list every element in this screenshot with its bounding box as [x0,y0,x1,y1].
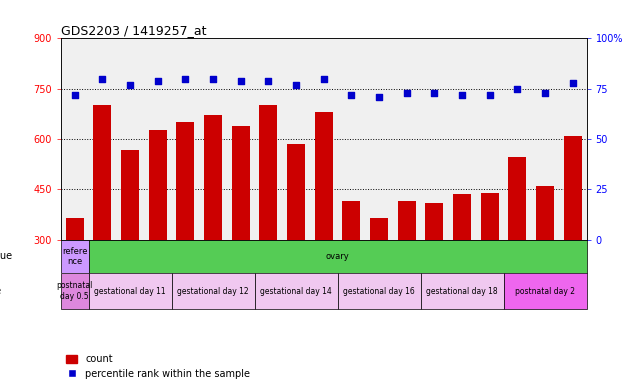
Bar [370,218,388,240]
Bar [315,111,333,240]
Bar [260,106,278,240]
Bar [204,115,222,240]
Bar [426,203,444,240]
Text: postnatal
day 0.5: postnatal day 0.5 [56,281,93,301]
Bar [338,273,420,309]
Bar [453,194,471,240]
Bar [61,240,88,273]
Point [346,92,356,98]
Bar [397,201,415,240]
Bar [504,273,587,309]
Text: GDS2203 / 1419257_at: GDS2203 / 1419257_at [61,24,206,37]
Point [429,89,440,96]
Point [457,92,467,98]
Text: refere
nce: refere nce [62,247,87,266]
Bar [88,273,172,309]
Bar [481,193,499,240]
Point [180,76,190,82]
Point [97,76,108,82]
Point [485,92,495,98]
Text: gestational day 12: gestational day 12 [177,286,249,296]
Bar [254,273,338,309]
Point [540,89,550,96]
Bar [172,273,254,309]
Bar [420,273,504,309]
Text: postnatal day 2: postnatal day 2 [515,286,575,296]
Text: gestational day 11: gestational day 11 [94,286,166,296]
Point [236,78,246,84]
Bar [94,106,112,240]
Point [208,76,218,82]
Bar [563,136,581,240]
Bar [287,144,305,240]
Text: gestational day 14: gestational day 14 [260,286,332,296]
Point [125,82,135,88]
Bar [232,126,250,240]
Bar [176,122,194,240]
Legend: count, percentile rank within the sample: count, percentile rank within the sample [66,354,250,379]
Point [319,76,329,82]
Point [567,79,578,86]
Point [291,82,301,88]
Bar [536,186,554,240]
Point [512,86,522,92]
Bar [149,130,167,240]
Text: gestational day 16: gestational day 16 [343,286,415,296]
Bar [342,201,360,240]
Point [374,94,384,100]
Text: age: age [0,286,1,296]
Text: tissue: tissue [0,252,13,262]
Point [401,89,412,96]
Point [70,92,80,98]
Text: ovary: ovary [326,252,349,261]
Bar [61,273,88,309]
Point [153,78,163,84]
Text: gestational day 18: gestational day 18 [426,286,498,296]
Point [263,78,274,84]
Bar [121,150,139,240]
Bar [508,157,526,240]
Bar [66,218,84,240]
